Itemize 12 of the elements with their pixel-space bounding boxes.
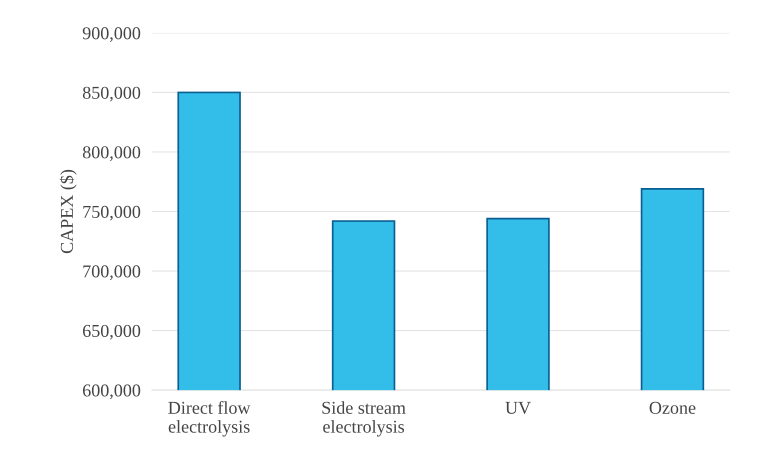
y-tick-label: 900,000 <box>82 27 140 42</box>
x-tick-label: Ozone <box>650 402 696 414</box>
x-tick-label: Side stream electrolysis <box>322 401 406 437</box>
y-tick-label: 700,000 <box>83 265 140 280</box>
y-tick-label: 650,000 <box>82 324 140 340</box>
y-tick-label: 600,000 <box>82 384 140 400</box>
y-tick-label: 850,000 <box>82 86 140 102</box>
x-tick-label: UV <box>505 402 531 414</box>
y-tick-label: 750,000 <box>83 206 140 221</box>
x-tick-label: Direct flow electrolysis <box>168 401 250 437</box>
y-tick-label: 800,000 <box>82 146 140 162</box>
y-axis-title: CAPEX ($) <box>60 170 77 254</box>
